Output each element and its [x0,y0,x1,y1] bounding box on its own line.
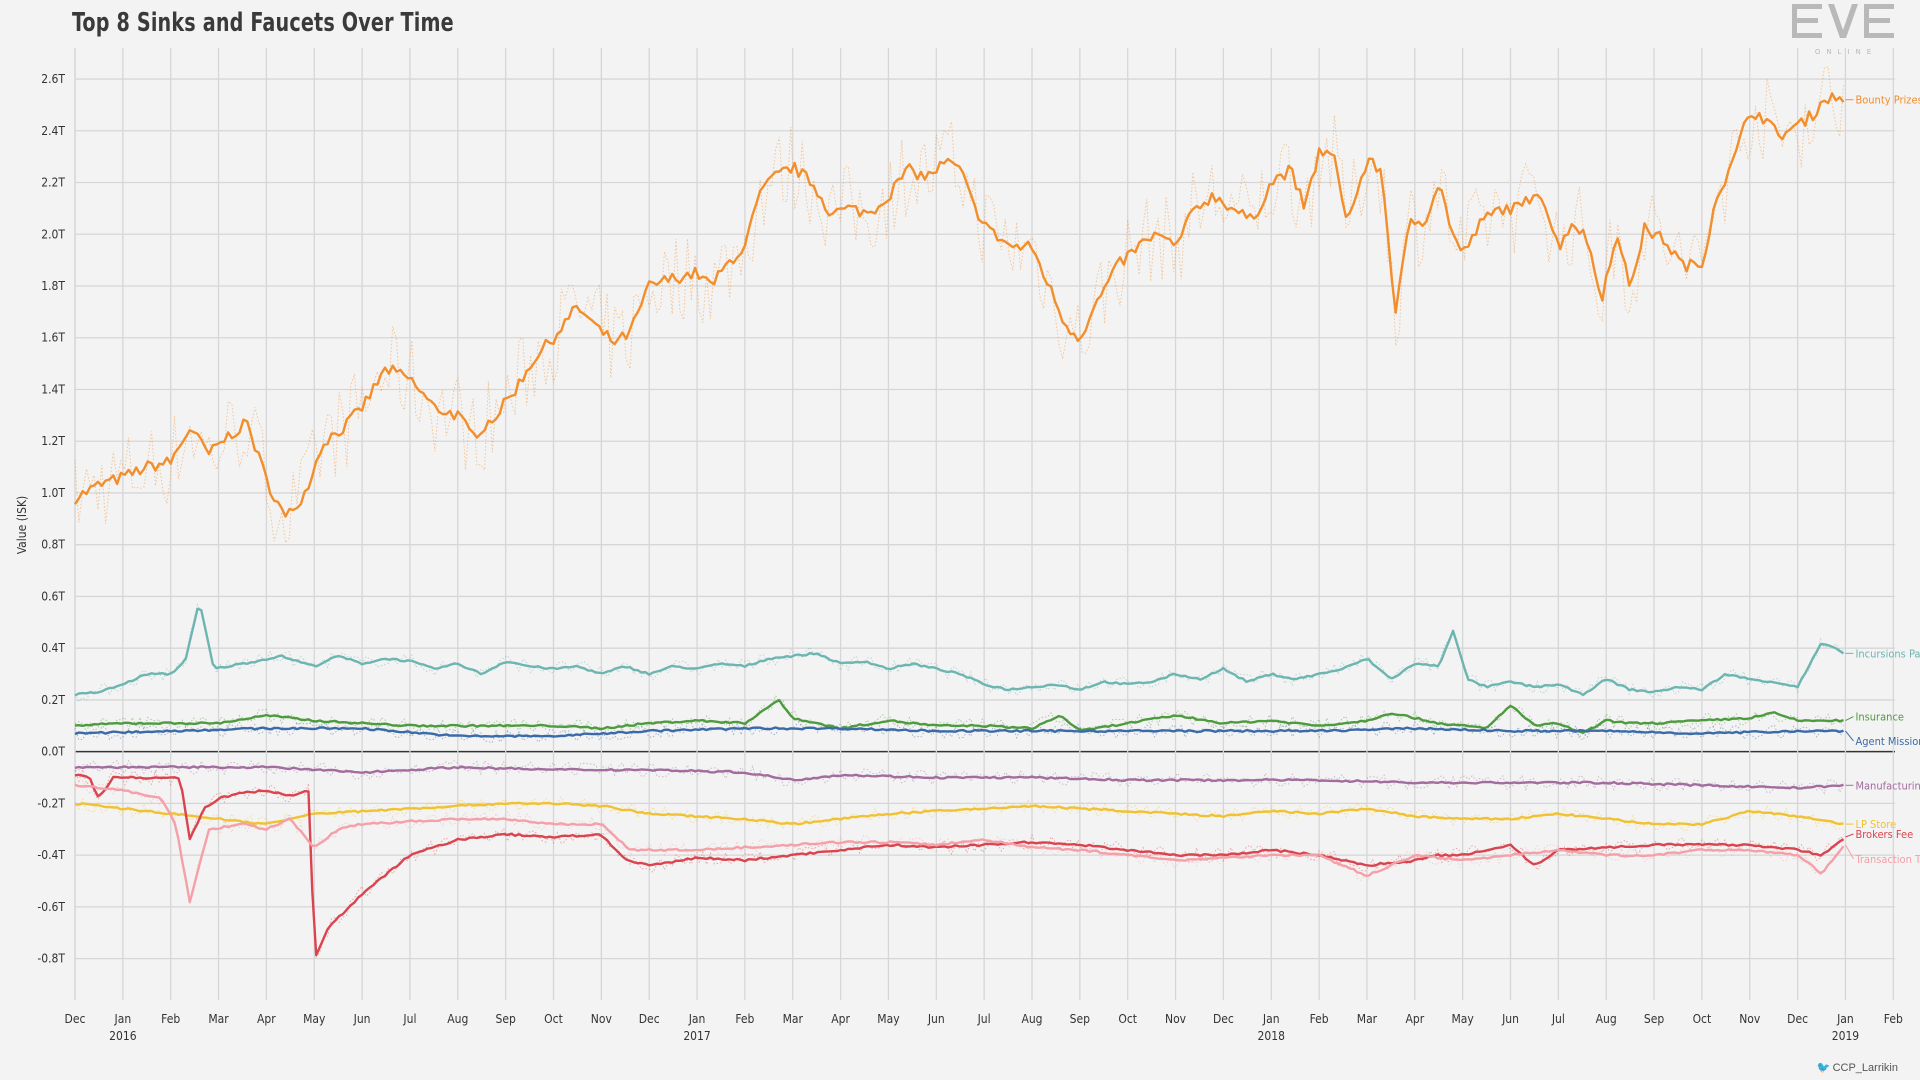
y-tick-label: 0.6T [41,589,65,603]
series-line-brokers-fee [74,773,1845,957]
y-tick-label: 2.2T [41,176,65,190]
x-tick-label: Jan [1836,1012,1854,1026]
series-label: Insurance [1855,711,1904,724]
y-tick-label: 1.4T [41,382,65,396]
x-tick-label: Jul [402,1012,416,1026]
series-noise-brokers-fee [74,767,1844,959]
x-tick-label: Jan [688,1012,706,1026]
y-tick-label: 1.8T [41,279,65,293]
x-tick-label: Dec [1787,1012,1808,1026]
series-line-incursions-payout [74,607,1845,697]
x-tick-label: Jan [1262,1012,1280,1026]
x-tick-label: Nov [1739,1012,1761,1026]
series-label: Agent Mission Rewards [1855,735,1920,748]
x-tick-label: Aug [447,1012,468,1026]
x-tick-label: Mar [783,1012,804,1026]
x-tick-label: Jun [927,1012,945,1026]
y-tick-label: 0.2T [41,693,65,707]
series-noise-lp-store [74,796,1844,832]
series-labels: Bounty Prizes Incursions Payout Insurance A… [1845,94,1920,866]
series-label: Brokers Fee [1855,828,1913,841]
series-line-transaction-tax [74,783,1845,904]
chart-noise-traces [74,66,1844,959]
x-tick-label: Sep [1644,1012,1665,1026]
x-tick-label: Feb [735,1012,754,1026]
x-tick-label: Apr [257,1012,276,1026]
series-noise-incursions-payout [74,603,1844,702]
series-label: Bounty Prizes [1855,94,1920,107]
x-tick-year: 2016 [109,1029,137,1043]
y-tick-label: 1.2T [41,434,65,448]
y-tick-label: -0.2T [37,796,65,810]
y-tick-label: 2.0T [41,227,65,241]
chart-title: Top 8 Sinks and Faucets Over Time [72,8,454,38]
x-tick-label: Jul [1551,1012,1565,1026]
x-tick-label: Apr [1405,1012,1424,1026]
series-label: LP Store [1855,818,1896,831]
y-tick-label: -0.8T [37,952,65,966]
y-axis-label: Value (ISK) [15,496,29,555]
y-tick-label: -0.4T [37,848,65,862]
x-tick-label: Jan [114,1012,132,1026]
y-tick-label: 0.8T [41,538,65,552]
y-axis-ticks: -0.8T -0.6T -0.4T -0.2T 0.0T 0.2T 0.4T 0.6T 0.8T… [37,72,65,966]
author-credit: 🐦 CCP_Larrikin [1817,1061,1898,1074]
x-tick-label: Aug [1596,1012,1617,1026]
x-tick-label: Nov [591,1012,613,1026]
logo-subtext: ONLINE [1815,48,1877,56]
y-tick-label: 0.0T [41,745,65,759]
y-tick-label: 2.4T [41,124,65,138]
x-tick-label: Nov [1165,1012,1187,1026]
x-tick-label: Oct [1118,1012,1137,1026]
x-tick-label: May [877,1012,900,1026]
y-tick-label: 1.6T [41,331,65,345]
y-tick-label: 2.6T [41,72,65,86]
x-tick-label: Oct [544,1012,563,1026]
chart-grid [74,48,1895,1000]
x-tick-label: Jul [977,1012,991,1026]
x-tick-label: Jun [1501,1012,1519,1026]
x-tick-year: 2017 [683,1029,710,1043]
x-tick-label: May [1451,1012,1474,1026]
x-tick-label: Jun [353,1012,371,1026]
x-tick-label: Mar [208,1012,229,1026]
series-line-agent-mission-rewards [74,726,1844,738]
x-axis-ticks: Dec Jan 2016 Feb Mar Apr May Jun Jul Aug Sep Oct Nov… [65,1012,1903,1043]
y-tick-label: 0.4T [41,641,65,655]
x-tick-label: Apr [831,1012,850,1026]
series-noise-agent-mission-rewards [74,720,1844,744]
y-tick-label: 1.0T [41,486,65,500]
series-line-bounty-prizes [74,92,1845,518]
x-tick-year: 2019 [1832,1029,1860,1043]
series-noise-bounty-prizes [74,66,1844,545]
x-tick-label: Feb [1310,1012,1329,1026]
series-noise-transaction-tax [74,780,1844,904]
series-line-lp-store [74,801,1844,827]
series-label: Manufacturing [1855,779,1920,792]
series-label: Transaction Tax [1854,853,1920,866]
series-label: Incursions Payout [1855,647,1920,660]
x-tick-label: Dec [1213,1012,1234,1026]
y-tick-label: -0.6T [37,900,65,914]
x-tick-label: Oct [1693,1012,1712,1026]
x-tick-label: Mar [1357,1012,1378,1026]
x-tick-label: May [303,1012,326,1026]
series-line-manufacturing [74,765,1844,790]
x-tick-label: Sep [495,1012,516,1026]
eve-online-logo: ONLINE [1792,4,1894,56]
x-tick-year: 2018 [1258,1029,1286,1043]
credit-text: CCP_Larrikin [1832,1062,1898,1074]
x-tick-label: Dec [639,1012,660,1026]
x-tick-label: Sep [1070,1012,1091,1026]
x-tick-label: Aug [1021,1012,1042,1026]
twitter-bird-icon: 🐦 [1816,1062,1831,1074]
series-line-insurance [74,699,1844,734]
series-noise-insurance [74,694,1844,741]
x-tick-label: Feb [1884,1012,1903,1026]
chart-series [74,92,1845,957]
series-noise-manufacturing [74,759,1844,795]
x-tick-label: Feb [161,1012,180,1026]
x-tick-label: Dec [65,1012,86,1026]
